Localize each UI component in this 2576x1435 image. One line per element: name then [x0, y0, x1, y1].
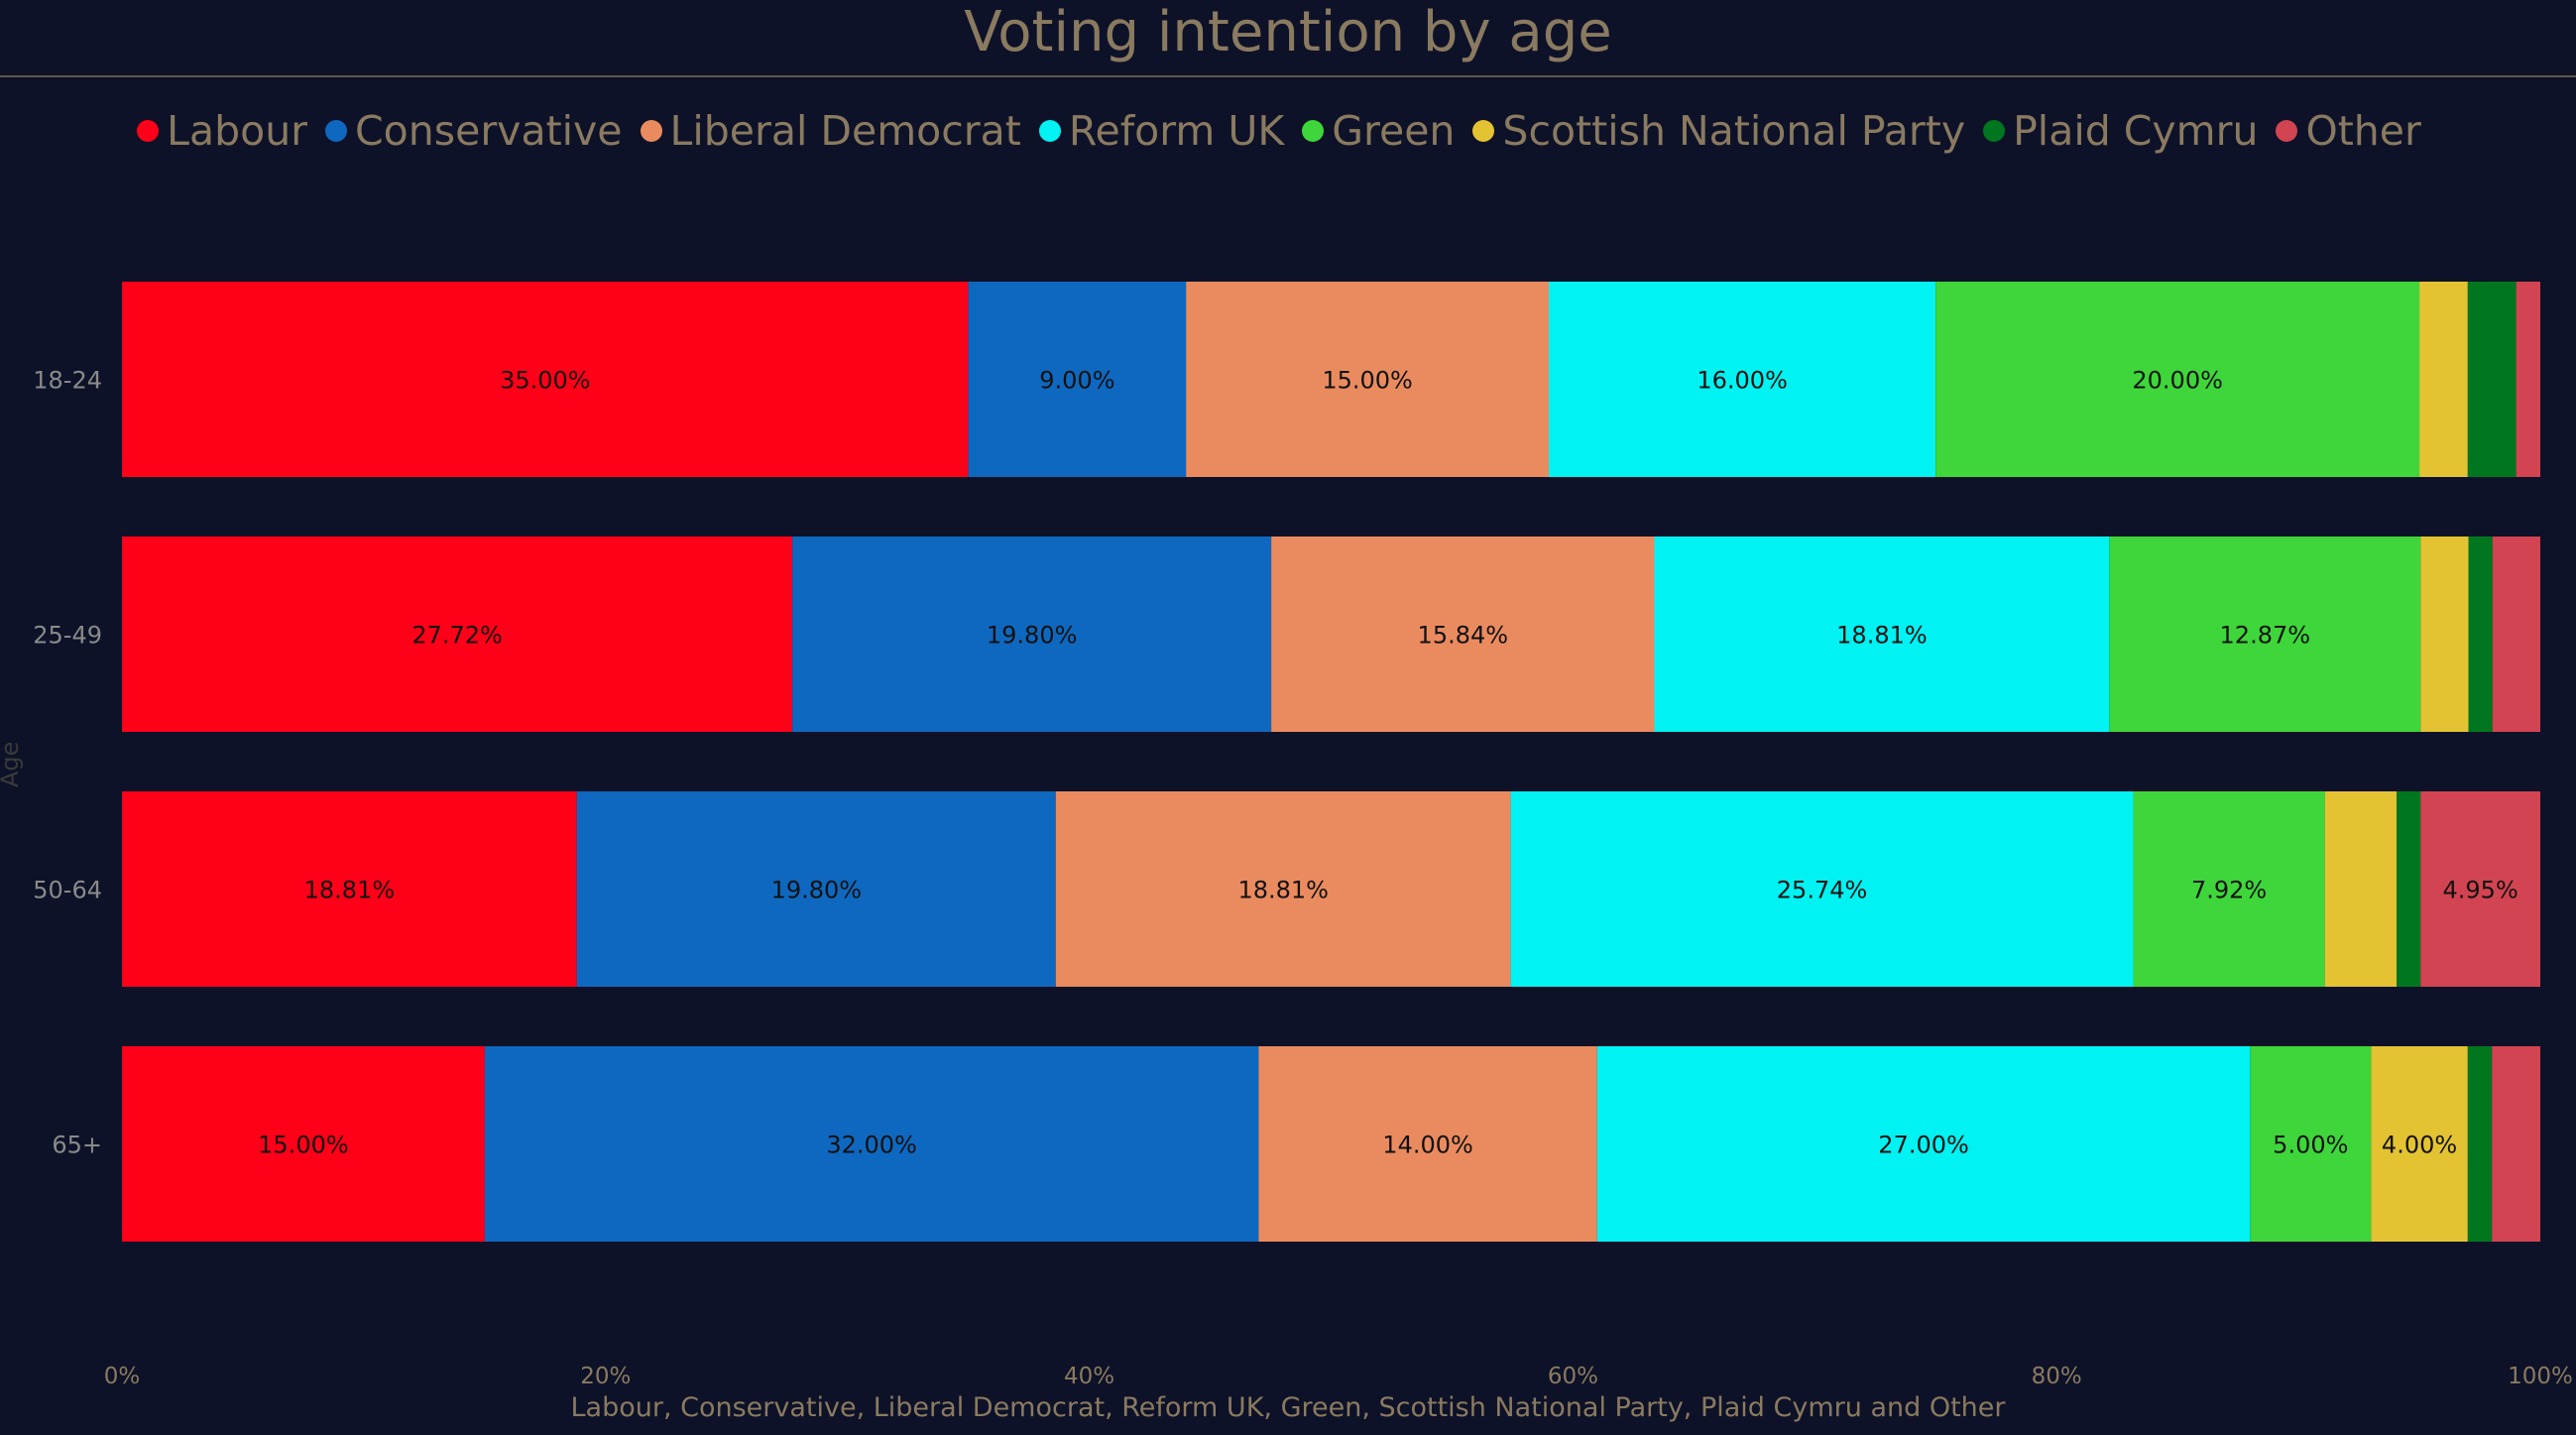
bar-segment[interactable]: [2397, 791, 2421, 987]
bar-segment[interactable]: [2419, 282, 2468, 477]
data-label: 15.00%: [258, 1132, 349, 1159]
title-divider: [0, 75, 2576, 77]
bar-segment[interactable]: [2467, 282, 2517, 477]
bar-segment[interactable]: [2468, 537, 2493, 732]
x-tick-label: 0%: [104, 1364, 141, 1389]
bar-segment[interactable]: [122, 537, 793, 732]
data-label: 27.72%: [411, 622, 503, 650]
data-label: 25.74%: [1777, 877, 1868, 904]
legend-marker: [137, 120, 160, 142]
y-tick-label: 50-64: [33, 877, 102, 904]
legend-item[interactable]: Reform UK: [1038, 107, 1285, 155]
x-tick-label: 60%: [1548, 1364, 1598, 1389]
y-tick-label: 18-24: [33, 367, 102, 395]
bar-segment[interactable]: [484, 1046, 1259, 1242]
bar-segment[interactable]: [122, 1046, 485, 1242]
bar-segment[interactable]: [1596, 1046, 2251, 1242]
bar-segment[interactable]: [2250, 1046, 2372, 1242]
bar-segment[interactable]: [792, 537, 1272, 732]
data-label: 18.81%: [1836, 622, 1928, 650]
data-label: 4.95%: [2443, 877, 2518, 904]
legend-marker: [640, 120, 662, 142]
legend-label: Plaid Cymru: [2013, 107, 2259, 155]
bar-segment[interactable]: [122, 282, 969, 477]
bar-segment[interactable]: [1549, 282, 1936, 477]
bar-segment[interactable]: [1055, 791, 1511, 987]
bar-segment[interactable]: [2467, 1046, 2493, 1242]
data-label: 4.00%: [2382, 1132, 2457, 1159]
legend-label: Labour: [167, 107, 308, 155]
data-label: 27.00%: [1878, 1132, 1969, 1159]
legend-item[interactable]: Other: [2276, 107, 2421, 155]
legend-item[interactable]: Labour: [137, 107, 307, 155]
legend-marker: [1983, 120, 2006, 142]
y-axis-title: Age: [0, 741, 24, 787]
legend-marker: [1472, 120, 1495, 142]
x-tick-label: 100%: [2508, 1364, 2573, 1389]
bar-segment[interactable]: [2420, 791, 2540, 987]
legend-label: Conservative: [355, 107, 623, 155]
legend-item[interactable]: Scottish National Party: [1472, 107, 1965, 155]
data-label: 14.00%: [1382, 1132, 1473, 1159]
data-label: 32.00%: [826, 1132, 917, 1159]
data-label: 15.00%: [1322, 367, 1413, 395]
bar-segment[interactable]: [2492, 537, 2540, 732]
legend-label: Other: [2305, 107, 2421, 155]
bar-segment[interactable]: [2324, 791, 2398, 987]
bar-segment[interactable]: [1271, 537, 1655, 732]
data-label: 19.80%: [987, 622, 1078, 650]
legend-item[interactable]: Conservative: [325, 107, 623, 155]
data-label: 12.87%: [2220, 622, 2311, 650]
x-tick-label: 80%: [2032, 1364, 2082, 1389]
y-tick-label: 65+: [52, 1132, 102, 1159]
legend: Labour Conservative Liberal Democrat Reform…: [0, 101, 2576, 161]
legend-label: Reform UK: [1068, 107, 1285, 155]
legend-item[interactable]: Plaid Cymru: [1983, 107, 2258, 155]
data-label: 35.00%: [500, 367, 591, 395]
legend-marker: [1038, 120, 1061, 142]
x-tick-label: 20%: [580, 1364, 631, 1389]
legend-label: Green: [1332, 107, 1456, 155]
bar-segment[interactable]: [2516, 282, 2540, 477]
data-label: 18.81%: [1237, 877, 1329, 904]
bar-segment[interactable]: [576, 791, 1056, 987]
bar-segment[interactable]: [1258, 1046, 1597, 1242]
bar-segment[interactable]: [1186, 282, 1550, 477]
bar-segment[interactable]: [1510, 791, 2134, 987]
data-label: 5.00%: [2273, 1132, 2348, 1159]
data-label: 20.00%: [2132, 367, 2223, 395]
legend-item[interactable]: Green: [1302, 107, 1455, 155]
x-axis-title: Labour, Conservative, Liberal Democrat, …: [570, 1392, 2006, 1423]
bar-segment[interactable]: [1935, 282, 2420, 477]
bar-segment[interactable]: [2133, 791, 2325, 987]
bar-segment[interactable]: [2420, 537, 2469, 732]
legend-marker: [2276, 120, 2298, 142]
data-label: 18.81%: [304, 877, 396, 904]
bar-segment[interactable]: [122, 791, 577, 987]
x-tick-label: 40%: [1064, 1364, 1114, 1389]
bar-segment[interactable]: [2371, 1046, 2468, 1242]
legend-marker: [325, 120, 348, 142]
bar-segment[interactable]: [2109, 537, 2421, 732]
legend-label: Liberal Democrat: [669, 107, 1021, 155]
legend-marker: [1302, 120, 1325, 142]
chart-title: Voting intention by age: [964, 0, 1612, 64]
data-label: 9.00%: [1039, 367, 1114, 395]
bar-segment[interactable]: [1654, 537, 2110, 732]
y-tick-label: 25-49: [33, 622, 102, 650]
data-label: 19.80%: [771, 877, 863, 904]
bar-segment[interactable]: [968, 282, 1187, 477]
data-label: 15.84%: [1418, 622, 1509, 650]
legend-item[interactable]: Liberal Democrat: [640, 107, 1021, 155]
bar-segment[interactable]: [2492, 1046, 2540, 1242]
legend-label: Scottish National Party: [1502, 107, 1966, 155]
data-label: 16.00%: [1697, 367, 1788, 395]
data-label: 7.92%: [2191, 877, 2267, 904]
